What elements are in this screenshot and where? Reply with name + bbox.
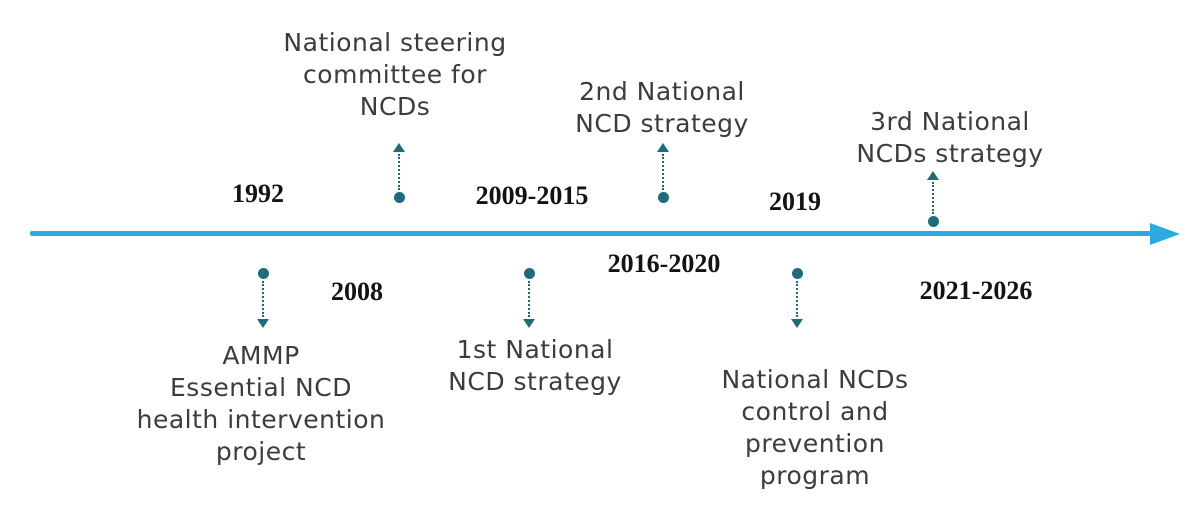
connector-stem [796, 281, 798, 317]
event-connector-1992 [256, 268, 270, 328]
timeline-arrowhead-icon [1150, 223, 1180, 245]
connector-stem [662, 154, 664, 190]
connector-stem [932, 182, 934, 214]
arrowhead-down-icon [523, 319, 535, 328]
event-label-2nd-national-ncd-strategy: 2nd National NCD strategy [575, 77, 749, 138]
event-connector-2008 [392, 143, 406, 203]
arrowhead-up-icon [927, 171, 939, 180]
connector-stem [262, 281, 264, 317]
event-dot [523, 268, 535, 279]
event-connector-2016-2020 [656, 143, 670, 203]
event-label-national-steering-committee: National steering committee for NCDs [283, 28, 507, 121]
event-dot [257, 268, 269, 279]
event-connector-2021-2026 [926, 171, 940, 227]
year-label-2019: 2019 [769, 187, 821, 216]
event-label-3rd-national-ncds-strategy: 3rd National NCDs strategy [856, 107, 1044, 168]
year-label-2009-2015: 2009-2015 [475, 181, 589, 210]
arrowhead-up-icon [657, 143, 669, 152]
year-label-2021-2026: 2021-2026 [919, 276, 1033, 305]
timeline-axis [30, 231, 1152, 236]
event-dot [657, 192, 669, 203]
connector-stem [528, 281, 530, 317]
year-label-1992: 1992 [232, 179, 284, 208]
connector-stem [398, 154, 400, 190]
arrowhead-down-icon [257, 319, 269, 328]
arrowhead-up-icon [393, 143, 405, 152]
event-dot [927, 216, 939, 227]
event-dot [393, 192, 405, 203]
event-label-1st-national-ncd-strategy: 1st National NCD strategy [448, 335, 622, 396]
year-label-2016-2020: 2016-2020 [607, 249, 721, 278]
event-connector-2009-2015 [522, 268, 536, 328]
event-label-ammp-project: AMMP Essential NCD health intervention p… [136, 341, 386, 466]
event-label-national-ncds-control-program: National NCDs control and prevention pro… [721, 365, 909, 490]
year-label-2008: 2008 [331, 277, 383, 306]
arrowhead-down-icon [791, 319, 803, 328]
event-dot [791, 268, 803, 279]
event-connector-2019 [790, 268, 804, 328]
